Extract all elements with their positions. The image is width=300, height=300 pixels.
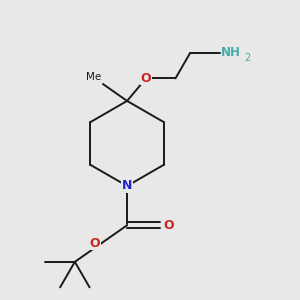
Text: O: O <box>89 237 100 250</box>
Text: NH: NH <box>221 46 241 59</box>
Text: 2: 2 <box>244 53 250 63</box>
Text: O: O <box>164 219 174 232</box>
Text: N: N <box>122 179 132 193</box>
Text: O: O <box>141 72 151 85</box>
Text: Me: Me <box>86 72 101 82</box>
